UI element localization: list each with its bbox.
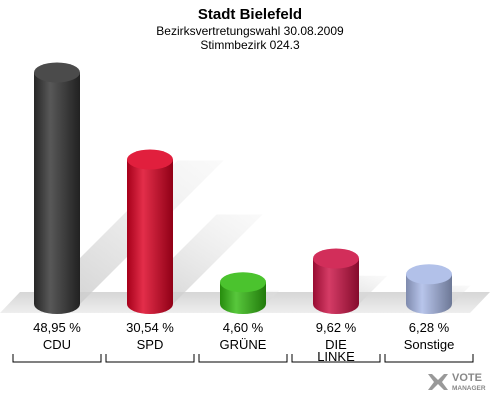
ballot-check-icon [428, 374, 448, 390]
chart-title: Stadt Bielefeld [198, 6, 302, 23]
category-bracket-spd [105, 354, 195, 363]
bar-cdu [34, 62, 80, 315]
category-labels-group: CDU SPD GRÜNE DIE LINKE Sonstige [43, 337, 454, 364]
category-label-sonstige: Sonstige [404, 337, 455, 352]
category-label-die-linke: DIE LINKE [317, 337, 355, 364]
bar-gr-ne [220, 272, 266, 314]
bar-spd [127, 149, 173, 314]
chart-subtitle: Bezirksvertretungswahl 30.08.2009 [156, 24, 344, 38]
value-labels-group: 48,95 % 30,54 % 4,60 % 9,62 % 6,28 % [33, 320, 450, 335]
bar-die-linke [313, 248, 359, 314]
vote-manager-logo: VOTE MANAGER [428, 372, 486, 392]
category-bracket-cdu [12, 354, 102, 363]
logo-text: VOTE [452, 372, 482, 384]
category-bracket-sonstige [384, 354, 474, 363]
category-label-cdu: CDU [43, 337, 71, 352]
value-label-gr-ne: 4,60 % [223, 320, 264, 335]
value-label-spd: 30,54 % [126, 320, 174, 335]
bar-sonstige [406, 264, 452, 314]
category-label-spd: SPD [137, 337, 164, 352]
category-label-gr-ne: GRÜNE [220, 337, 267, 352]
logo-subtext: MANAGER [452, 385, 486, 392]
category-bracket-die-linke [291, 354, 381, 363]
category-brackets-group [12, 354, 474, 363]
value-label-die-linke: 9,62 % [316, 320, 357, 335]
category-bracket-gr-ne [198, 354, 288, 363]
bars-group [34, 62, 452, 315]
value-label-cdu: 48,95 % [33, 320, 81, 335]
chart-subtitle-district: Stimmbezirk 024.3 [200, 38, 300, 52]
value-label-sonstige: 6,28 % [409, 320, 450, 335]
